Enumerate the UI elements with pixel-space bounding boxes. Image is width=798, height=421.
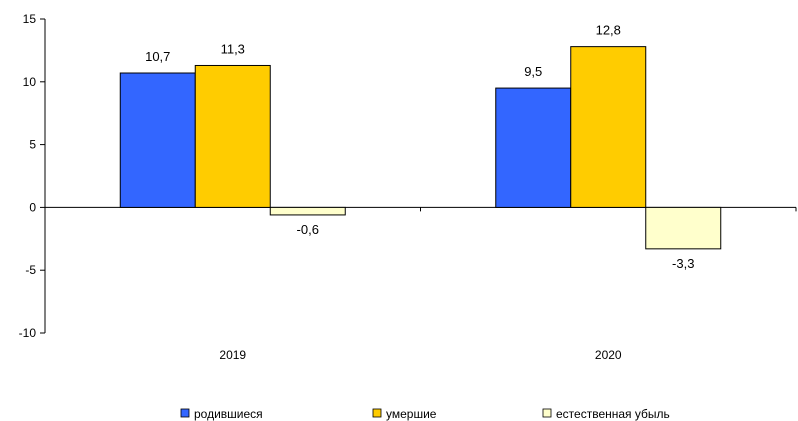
bar (194, 64, 271, 208)
bar (269, 206, 346, 216)
y-tick-label: -10 (19, 326, 37, 340)
legend-swatch (372, 408, 382, 418)
legend-swatch (180, 408, 190, 418)
x-category-label: 2019 (219, 348, 246, 362)
bar (495, 87, 572, 208)
bar (119, 72, 196, 208)
y-tick-label: 15 (23, 12, 37, 26)
data-label: 9,5 (524, 64, 542, 79)
bar (645, 206, 722, 250)
category-labels: 2019 2020 (219, 348, 622, 362)
data-label: 12,8 (596, 23, 621, 38)
legend-label: естественная убыль (556, 407, 670, 421)
y-tick-label: 0 (29, 200, 36, 214)
data-label: -0,6 (297, 222, 319, 237)
data-label: 11,3 (221, 41, 245, 56)
data-label: 10,7 (145, 49, 170, 64)
legend-swatch (542, 408, 552, 418)
y-ticks: 15 10 5 0 -5 -10 (19, 12, 45, 340)
bars (119, 46, 722, 250)
x-category-ticks (44, 207, 797, 212)
y-tick-label: 10 (23, 75, 37, 89)
x-category-label: 2020 (595, 348, 622, 362)
legend: родившиеся умершие естественная убыль (180, 407, 670, 421)
data-labels: 10,7 11,3 -0,6 9,5 12,8 -3,3 (145, 23, 694, 271)
legend-label: умершие (386, 407, 437, 421)
legend-label: родившиеся (194, 407, 263, 421)
y-tick-label: 5 (29, 138, 36, 152)
data-label: -3,3 (672, 256, 694, 271)
bar (570, 46, 647, 208)
y-tick-label: -5 (25, 263, 36, 277)
